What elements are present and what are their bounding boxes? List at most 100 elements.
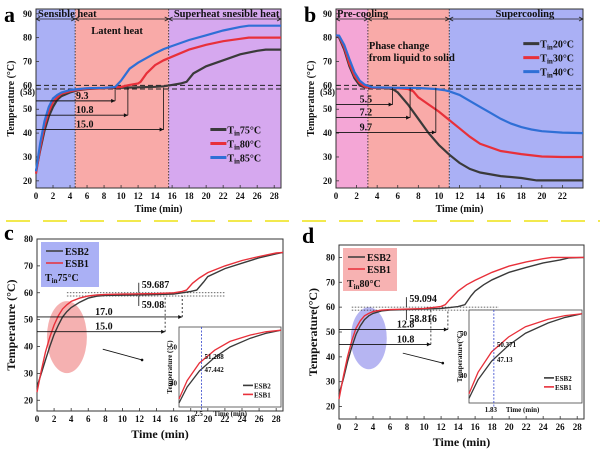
duration-label: 15.0: [95, 322, 113, 333]
arrowhead-left: [74, 16, 80, 22]
y-tick-label: 90: [323, 9, 333, 19]
inset-marker-x-label: 2.5: [194, 410, 203, 418]
y-tick-label: 50: [23, 104, 33, 114]
series-line-ESB1: [36, 251, 284, 393]
x-tick-label: 6: [396, 191, 401, 201]
y-tick-label: 20: [323, 176, 333, 186]
inset-pointer-head: [441, 361, 445, 365]
x-tick-label: 22: [219, 191, 229, 201]
series-line-ESB1: [338, 256, 584, 400]
x-tick-label: 28: [272, 414, 282, 424]
series-line-Tin80C: [34, 36, 281, 174]
x-tick-label: 4: [69, 414, 74, 424]
duration-label: 10.8: [76, 105, 94, 116]
series-line-ESB2: [36, 251, 284, 388]
region-label-sensible: Sensible heat: [38, 9, 97, 20]
duration-label: 15.0: [76, 120, 94, 131]
x-tick-label: 16: [471, 422, 481, 432]
duration-arrowhead: [178, 314, 183, 319]
duration-arrowhead: [443, 327, 448, 332]
series-line-Tin75C: [34, 48, 281, 172]
y-tick-label: 70: [323, 57, 333, 67]
x-tick-label: 28: [573, 422, 583, 432]
y-tick-label: 20: [23, 176, 33, 186]
y-tick-label: 70: [24, 261, 34, 271]
duration-arrowhead: [406, 115, 411, 120]
x-tick-label: 20: [202, 191, 212, 201]
plateau-value-upper: 59.094: [409, 294, 437, 305]
x-tick-label: 14: [476, 191, 486, 201]
x-tick-label: 0: [334, 191, 339, 201]
inset-legend-label: ESB2: [254, 382, 271, 390]
inset-value-upper: 50.371: [497, 341, 517, 349]
legend-label: Tin20°C: [540, 40, 574, 52]
x-tick-label: 2: [52, 414, 57, 424]
y-tick-label: 50: [326, 327, 336, 337]
duration-label: 17.0: [95, 307, 113, 318]
x-tick-label: 22: [522, 422, 532, 432]
inset-y-tick-label: 50: [170, 343, 178, 351]
region-2: [449, 9, 583, 188]
inset: 50.371 47.13 1.83 Time (min) Temperature(°C)…: [456, 309, 583, 414]
x-tick-label: 6: [388, 422, 393, 432]
plateau-value-lower: 59.08: [142, 300, 165, 311]
x-tick-label: 12: [455, 191, 465, 201]
region-label-phase-change-2: from liquid to solid: [369, 53, 455, 64]
x-tick-label: 12: [437, 422, 447, 432]
series-line-Tin30C: [335, 34, 583, 159]
x-tick-label: 0: [34, 191, 39, 201]
duration-label: 9.3: [76, 91, 89, 102]
x-tick-label: 10: [117, 191, 127, 201]
y-tick-label: 20: [24, 395, 34, 405]
inset-legend-label: ESB1: [254, 391, 271, 399]
duration-label: 9.7: [360, 122, 373, 133]
y-tick-label: 30: [24, 368, 34, 378]
x-tick-label: 2: [354, 422, 359, 432]
x-tick-label: 12: [135, 414, 145, 424]
x-tick-label: 20: [203, 414, 213, 424]
x-tick-label: 18: [186, 414, 196, 424]
legend-condition: Tin80°C: [347, 279, 381, 291]
y-tick-label: 30: [323, 152, 333, 162]
y-tick-label-58: (58): [20, 87, 35, 97]
x-tick-label: 8: [103, 414, 108, 424]
y-tick-label: 40: [24, 342, 34, 352]
duration-arrowhead: [161, 329, 166, 334]
inset-y-tick-label: 40: [170, 379, 178, 387]
x-tick-label: 16: [496, 191, 506, 201]
region-label-phase-change-1: Phase change: [369, 41, 430, 52]
x-tick-label: 10: [118, 414, 128, 424]
region-2: [168, 9, 281, 188]
region-label-superheat: Superheat snesible heat: [174, 9, 280, 20]
inset-x-axis-label: Time (min): [506, 406, 540, 414]
region-1: [367, 9, 450, 188]
duration-arrowhead: [159, 127, 164, 132]
x-tick-label: 26: [255, 414, 265, 424]
legend-box: [41, 242, 99, 287]
duration-label: 7.2: [360, 108, 373, 119]
y-tick-label: 80: [323, 33, 333, 43]
x-tick-label: 20: [505, 422, 515, 432]
series-line-Tin40C: [335, 34, 584, 135]
arrowhead-left: [367, 16, 373, 22]
inset-legend-label: ESB2: [555, 375, 572, 383]
x-tick-label: 2: [51, 191, 56, 201]
y-tick-label: 60: [24, 288, 34, 298]
x-tick-label: 4: [68, 191, 73, 201]
duration-arrowhead: [388, 102, 393, 107]
inset-pointer-arrow: [102, 348, 143, 361]
x-tick-label: 16: [169, 414, 179, 424]
x-tick-label: 20: [537, 191, 547, 201]
y-tick-label: 60: [323, 80, 333, 90]
inset-y-axis-label: Temperature (°C): [166, 340, 174, 394]
y-tick-label: 30: [326, 377, 336, 387]
panel-letter: c: [4, 220, 14, 245]
x-tick-label: 18: [517, 191, 527, 201]
duration-arrowhead: [431, 130, 436, 135]
inset-series-ESB1: [178, 329, 282, 400]
region-label-latent: Latent heat: [91, 26, 143, 37]
x-tick-label: 0: [35, 414, 40, 424]
